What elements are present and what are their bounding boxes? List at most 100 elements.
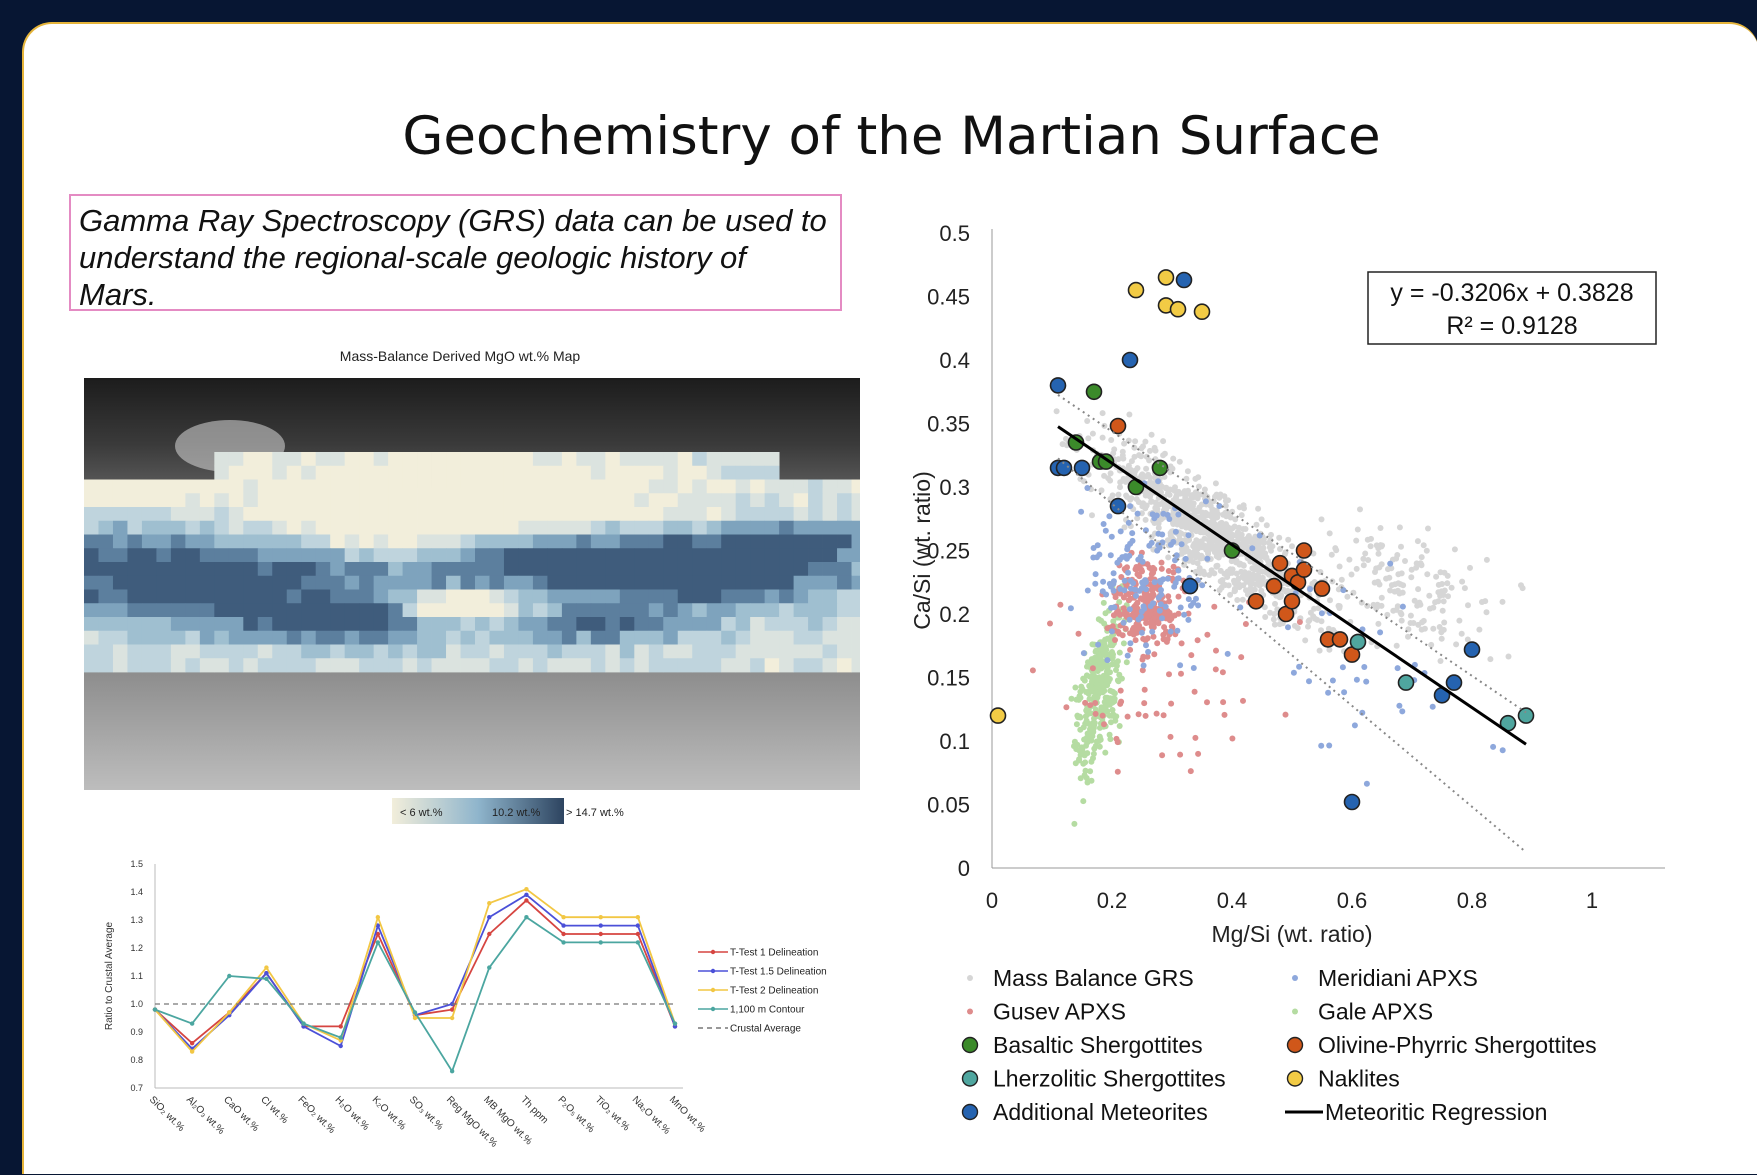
map-cell [808,562,823,577]
map-cell [446,630,461,645]
background-point [1117,590,1124,597]
meteorite-point [989,707,1007,724]
background-point [1120,610,1127,617]
map-cell [837,493,852,508]
map-cell [388,658,403,673]
map-cell [402,507,418,522]
background-point [1396,702,1403,709]
map-cell [735,534,751,549]
background-point [1195,483,1202,490]
map-cell [460,617,476,632]
map-cell [619,589,635,604]
map-cell [141,534,157,549]
background-point [1402,558,1408,564]
map-cell [170,534,186,549]
series-point [561,915,566,920]
x-tick-label: TiO₂ wt.% [593,1094,632,1133]
map-cell [228,452,244,467]
background-point [1167,733,1174,740]
map-cell [185,562,201,577]
map-cell [112,507,128,522]
background-point [1157,601,1164,608]
map-cell [489,493,505,508]
map-cell [315,630,331,645]
map-cell [750,479,766,494]
map-cell [561,534,577,549]
map-cell [547,630,563,645]
map-cell [170,562,186,577]
map-cell [127,630,143,645]
background-point [1117,528,1124,535]
ratio-line-figure: 0.7 0.8 0.9 1.0 1.1 1.2 1.3 1.4 1.5 Ratio to Crus… [80,850,860,1165]
map-cell [315,562,331,577]
map-cell [315,465,331,480]
background-point [1420,617,1427,624]
series-point [524,898,529,903]
map-cell [301,452,317,467]
background-point [1253,573,1260,580]
background-point [1116,599,1123,605]
background-point [1143,642,1149,649]
map-cell [619,562,635,577]
map-cell [431,644,447,659]
background-point [1262,550,1269,557]
map-cell [228,479,244,494]
background-point [1111,713,1117,720]
map-cell [359,562,375,577]
map-cell [532,479,548,494]
background-point [1199,582,1206,589]
map-cell [402,630,418,645]
background-point [1181,516,1188,523]
map-cell [532,452,548,467]
map-cell [764,603,780,618]
map-cell [98,493,114,508]
background-point [1285,624,1291,631]
map-cell [532,507,548,522]
background-point [1367,543,1374,550]
background-point [1394,665,1401,672]
map-cell [84,603,99,618]
map-cell [721,548,737,563]
map-cell [431,493,447,508]
map-cell [706,617,722,632]
map-cell [243,617,259,632]
map-cell [503,548,519,563]
background-point [1142,438,1149,445]
south-polar-region [84,672,866,790]
background-point [1138,629,1145,636]
background-point [1164,636,1171,643]
background-point [1170,455,1177,462]
background-point [1155,524,1162,531]
background-point [1118,698,1125,705]
map-cell [489,507,505,522]
map-cell [851,520,867,535]
map-cell [793,507,809,522]
background-point [1191,688,1198,695]
map-cell [185,520,201,535]
background-point [1110,587,1117,594]
map-cell [547,603,563,618]
map-cell [214,644,230,659]
background-point [1240,502,1247,509]
map-cell [243,520,259,535]
map-cell [648,630,664,645]
series-point [524,915,529,920]
series-point [672,1021,678,1026]
map-cell [721,603,737,618]
map-cell [692,562,708,577]
map-cell [373,644,389,659]
background-point [1218,584,1225,591]
map-cell [677,507,693,522]
map-cell [735,575,751,590]
background-point [1138,585,1145,592]
background-point [1077,726,1084,733]
map-cell [503,534,519,549]
map-cell [417,589,432,604]
map-cell [590,534,606,549]
map-cell [764,630,780,645]
background-point [1201,486,1208,493]
map-cell [518,658,534,673]
map-cell [706,548,722,563]
map-cell [431,589,447,604]
background-point [1110,580,1117,587]
